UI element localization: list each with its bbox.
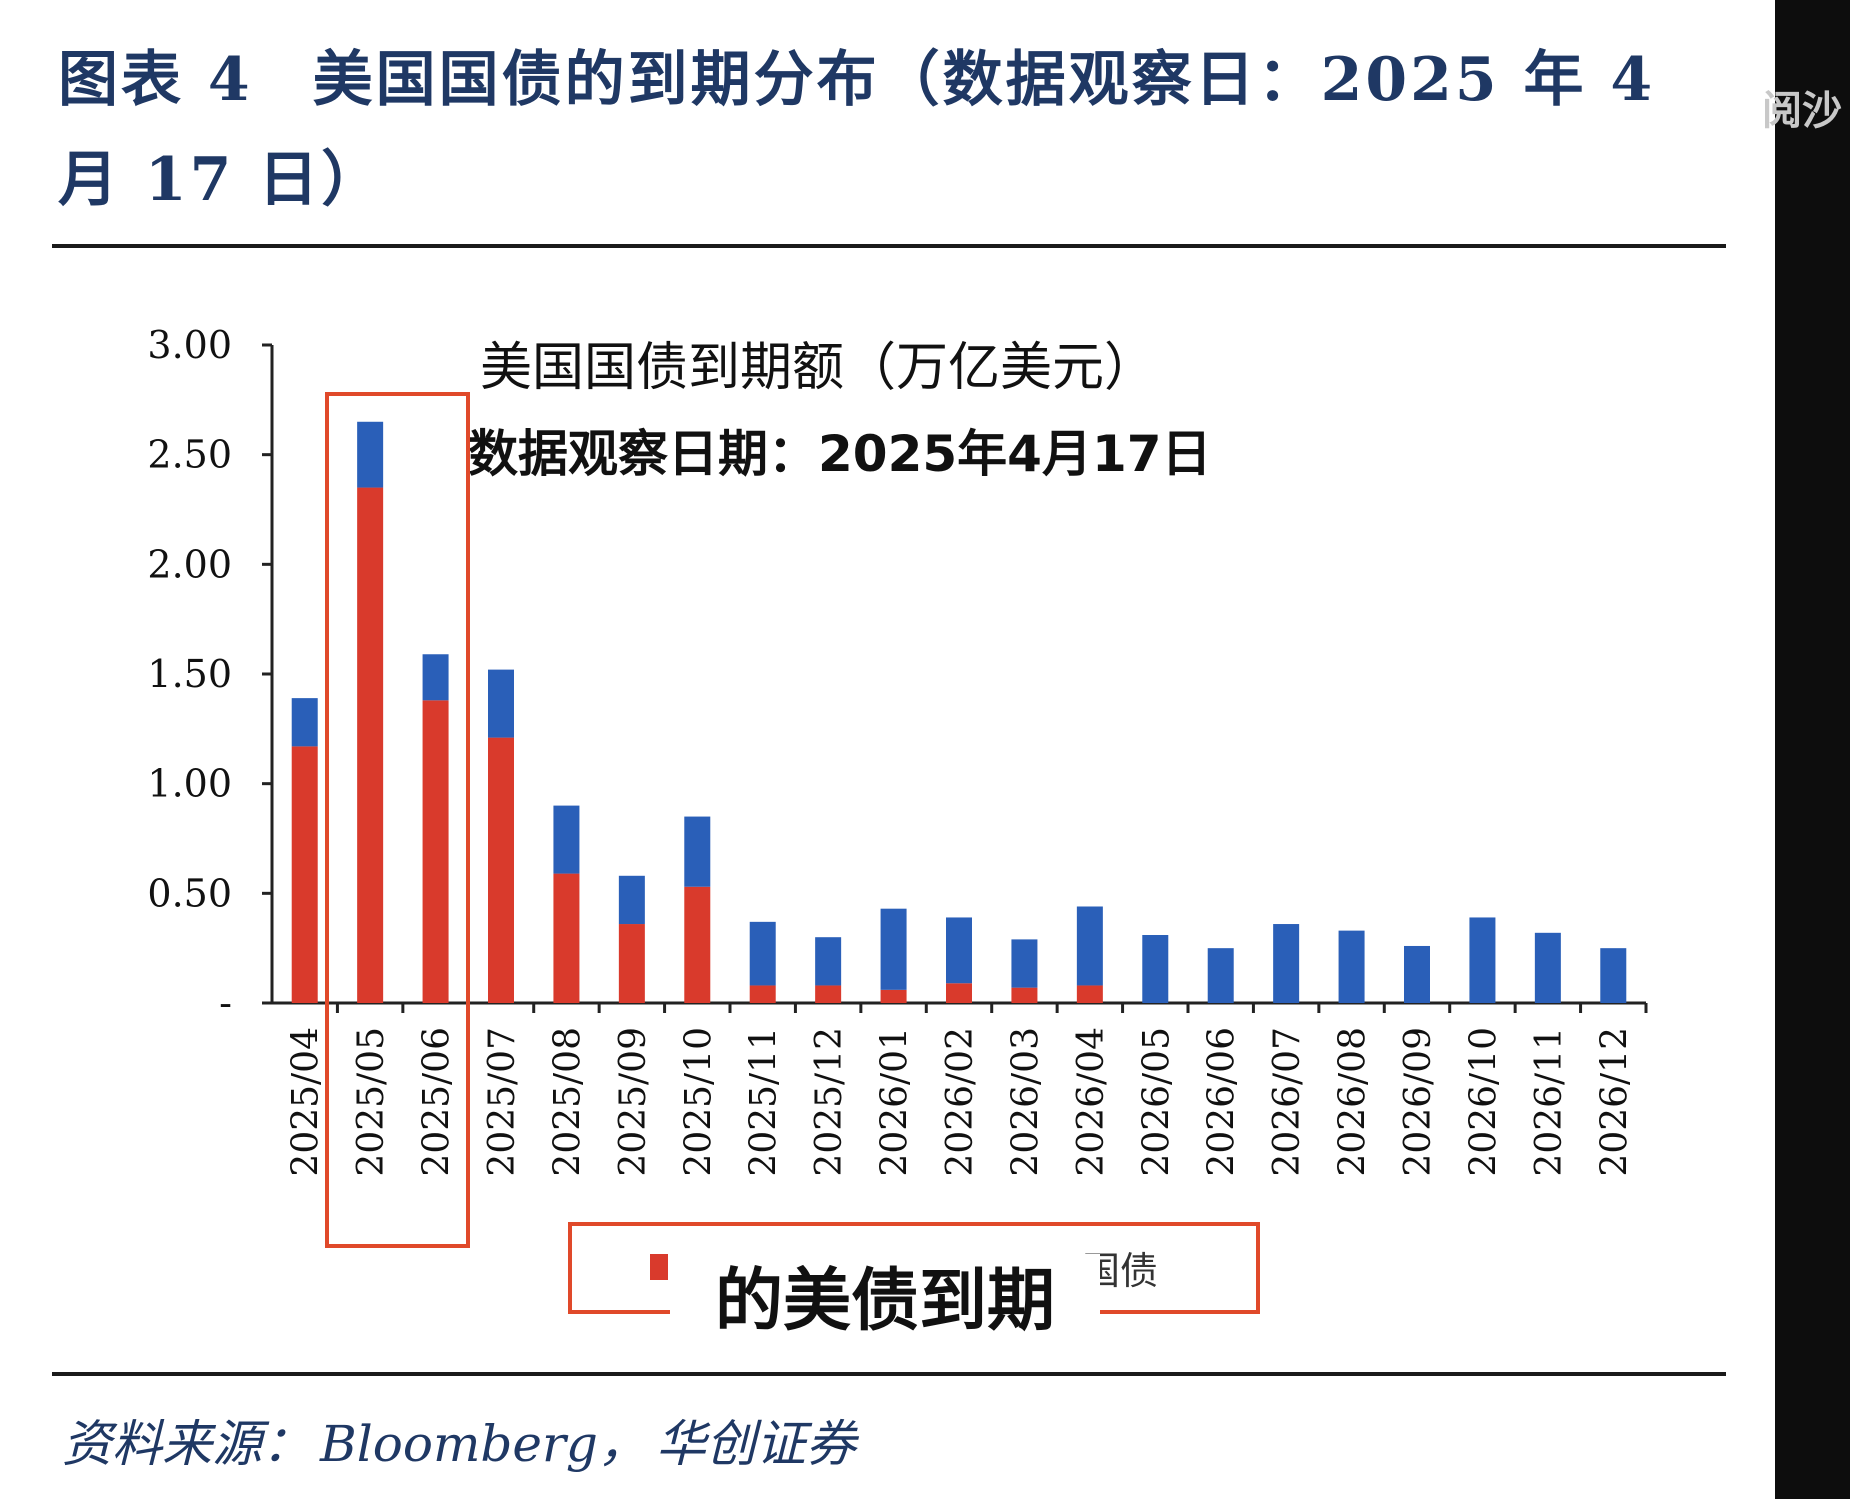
figure-title: 图表 4 美国国债的到期分布（数据观察日：2025 年 4 月 17 日） bbox=[58, 30, 1718, 230]
y-tick-label: 3.00 bbox=[147, 323, 232, 367]
x-tick-label: 2026/05 bbox=[1136, 1027, 1177, 1177]
y-tick-label: 2.00 bbox=[147, 542, 232, 586]
x-tick-label: 2026/07 bbox=[1267, 1027, 1308, 1177]
bar-segment-red bbox=[422, 700, 449, 1003]
bar-segment-blue bbox=[1338, 930, 1365, 1003]
source-note: 资料来源： Bloomberg， 华创证券 bbox=[62, 1404, 856, 1476]
x-tick-label: 2026/03 bbox=[1005, 1027, 1046, 1177]
bar-segment-blue bbox=[422, 654, 449, 701]
bar-segment-blue bbox=[684, 816, 711, 887]
x-tick-label: 2026/11 bbox=[1529, 1027, 1570, 1177]
bar-segment-blue bbox=[1076, 906, 1103, 986]
x-tick-label: 2026/06 bbox=[1202, 1027, 1243, 1177]
bar-segment-blue bbox=[1011, 939, 1038, 988]
x-tick-label: 2025/11 bbox=[744, 1027, 785, 1177]
bar-segment-red bbox=[749, 985, 776, 1003]
x-tick-label: 2026/09 bbox=[1398, 1027, 1439, 1177]
x-tick-label: 2025/05 bbox=[351, 1027, 392, 1177]
figure-number: 图表 4 bbox=[58, 45, 253, 115]
bar-segment-blue bbox=[749, 921, 776, 986]
bar-segment-red bbox=[880, 989, 907, 1003]
source-name: Bloomberg， bbox=[320, 1415, 648, 1473]
bar-segment-blue bbox=[1534, 932, 1561, 1003]
x-tick-label: 2026/10 bbox=[1463, 1027, 1504, 1177]
legend-swatch-red bbox=[650, 1254, 668, 1280]
right-edge-text: 阅沙 bbox=[1762, 88, 1842, 134]
bar-segment-red bbox=[618, 924, 645, 1003]
y-tick-label: 1.50 bbox=[147, 652, 232, 696]
x-tick-label: 2026/01 bbox=[875, 1027, 916, 1177]
bar-segment-red bbox=[488, 737, 514, 1003]
bar-segment-blue bbox=[815, 937, 842, 986]
bar-segment-red bbox=[1076, 985, 1103, 1003]
x-tick-label: 2025/06 bbox=[417, 1027, 458, 1177]
top-rule bbox=[52, 244, 1726, 248]
figure-title-line2: 月 17 日） bbox=[58, 145, 385, 215]
chart-subtitle: 数据观察日期：2025年4月17日 bbox=[468, 425, 1212, 483]
bottom-rule bbox=[52, 1372, 1726, 1376]
x-tick-label: 2025/09 bbox=[613, 1027, 654, 1177]
x-tick-label: 2025/07 bbox=[482, 1027, 523, 1177]
bar-segment-blue bbox=[946, 917, 972, 984]
bar-segment-blue bbox=[1404, 945, 1430, 1003]
x-tick-label: 2026/12 bbox=[1594, 1027, 1635, 1177]
bar-segment-blue bbox=[1600, 948, 1627, 1003]
bar-segment-red bbox=[1011, 987, 1038, 1003]
bar-segment-red bbox=[815, 985, 842, 1003]
bar-segment-red bbox=[946, 983, 972, 1003]
bar-segment-blue bbox=[880, 908, 907, 990]
y-tick-label: - bbox=[219, 981, 232, 1025]
bar-segment-blue bbox=[1469, 917, 1496, 1003]
x-tick-label: 2025/08 bbox=[547, 1027, 588, 1177]
x-tick-label: 2026/04 bbox=[1071, 1027, 1112, 1177]
bar-segment-red bbox=[553, 873, 580, 1003]
right-edge-strip bbox=[1775, 0, 1850, 1499]
bar-segment-blue bbox=[291, 698, 318, 747]
x-tick-label: 2026/08 bbox=[1333, 1027, 1374, 1177]
highlight-box-columns bbox=[325, 392, 471, 1248]
x-tick-label: 2025/04 bbox=[286, 1027, 327, 1177]
bar-segment-blue bbox=[1273, 924, 1300, 1003]
bar-segment-blue bbox=[1207, 948, 1234, 1003]
chart-title: 美国国债到期额（万亿美元） bbox=[480, 338, 1156, 398]
bar-segment-red bbox=[357, 487, 384, 1004]
y-tick-label: 1.00 bbox=[147, 762, 232, 806]
source-label: 资料来源： bbox=[62, 1415, 312, 1473]
y-tick-label: 0.50 bbox=[147, 871, 232, 915]
bar-segment-red bbox=[291, 746, 318, 1003]
bar-segment-blue bbox=[553, 805, 580, 874]
y-tick-label: 2.50 bbox=[147, 433, 232, 477]
x-tick-label: 2025/10 bbox=[678, 1027, 719, 1177]
figure-title-text: 美国国债的到期分布（数据观察日：2025 年 4 bbox=[312, 45, 1656, 115]
caption-overlay: 的美债到期 bbox=[670, 1254, 1100, 1350]
bar-segment-red bbox=[684, 886, 711, 1003]
bar-segment-blue bbox=[488, 669, 514, 738]
bar-segment-blue bbox=[1142, 935, 1169, 1003]
x-tick-label: 2025/12 bbox=[809, 1027, 850, 1177]
x-tick-label: 2026/02 bbox=[940, 1027, 981, 1177]
bar-segment-blue bbox=[357, 421, 384, 488]
bar-segment-blue bbox=[618, 875, 645, 925]
source-org: 华创证券 bbox=[655, 1415, 856, 1473]
